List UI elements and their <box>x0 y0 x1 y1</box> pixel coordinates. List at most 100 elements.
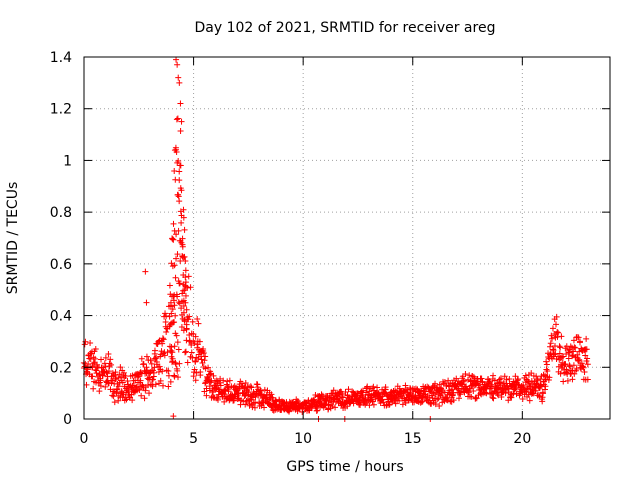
data-point <box>180 287 187 294</box>
data-point <box>547 340 554 347</box>
data-point <box>520 382 527 389</box>
data-point <box>172 361 179 368</box>
data-point <box>193 369 200 376</box>
axis-ticks: 0 0.2 0.4 0.6 0.8 1 1.2 1.4 0 5 10 15 20 <box>50 50 610 447</box>
data-point <box>147 357 154 364</box>
data-point <box>168 260 175 267</box>
data-point <box>550 347 557 354</box>
data-point <box>140 360 147 367</box>
data-point <box>202 380 209 387</box>
data-point <box>117 364 124 371</box>
data-point <box>149 376 156 383</box>
data-point <box>329 403 336 410</box>
data-point <box>180 206 187 213</box>
data-point <box>569 353 576 360</box>
data-point <box>115 374 122 381</box>
data-point <box>396 397 403 404</box>
data-point <box>565 355 572 362</box>
data-point <box>194 315 201 322</box>
data-point <box>174 251 181 258</box>
data-point <box>166 282 173 289</box>
data-point <box>173 56 180 63</box>
data-point <box>563 350 570 357</box>
data-point <box>339 390 346 397</box>
data-point <box>175 299 182 306</box>
data-point <box>169 306 176 313</box>
data-point <box>188 349 195 356</box>
data-point <box>210 372 217 379</box>
data-point <box>168 310 175 317</box>
data-point <box>174 339 181 346</box>
data-point <box>370 401 377 408</box>
data-point <box>562 361 569 368</box>
data-point <box>192 333 199 340</box>
data-point <box>366 388 373 395</box>
data-point <box>491 377 498 384</box>
data-point <box>105 368 112 375</box>
data-point <box>580 364 587 371</box>
data-point <box>489 381 496 388</box>
data-point <box>163 329 170 336</box>
data-point <box>575 357 582 364</box>
data-point <box>183 321 190 328</box>
data-point <box>584 361 591 368</box>
data-point <box>345 386 352 393</box>
data-point <box>579 363 586 370</box>
data-point <box>92 345 99 352</box>
data-point <box>170 297 177 304</box>
y-tick-label: 0.8 <box>50 205 72 221</box>
data-point <box>468 393 475 400</box>
y-tick-label: 0.2 <box>50 360 72 376</box>
data-point <box>178 323 185 330</box>
data-point <box>462 370 469 377</box>
data-point <box>176 177 183 184</box>
data-point <box>412 393 419 400</box>
data-point <box>583 335 590 342</box>
data-point <box>566 349 573 356</box>
data-point <box>261 386 268 393</box>
data-point <box>563 366 570 373</box>
data-point <box>182 274 189 281</box>
data-point <box>144 367 151 374</box>
data-point <box>386 402 393 409</box>
data-point <box>182 299 189 306</box>
data-point <box>208 370 215 377</box>
data-point <box>179 235 186 242</box>
data-point <box>159 368 166 375</box>
data-point <box>222 387 229 394</box>
data-point <box>195 355 202 362</box>
data-point <box>155 338 162 345</box>
data-point <box>567 343 574 350</box>
data-point <box>170 220 177 227</box>
x-tick-label: 15 <box>404 431 422 447</box>
data-point <box>161 352 168 359</box>
data-point <box>197 368 204 375</box>
x-axis-label: GPS time / hours <box>286 459 403 475</box>
x-tick-label: 20 <box>513 431 531 447</box>
data-point <box>513 391 520 398</box>
data-point <box>198 356 205 363</box>
data-point <box>314 407 321 414</box>
data-point <box>362 394 369 401</box>
data-point <box>444 397 451 404</box>
data-point <box>201 357 208 364</box>
data-point <box>171 147 178 154</box>
data-point <box>169 235 176 242</box>
data-point <box>85 360 92 367</box>
data-point <box>525 378 532 385</box>
data-point <box>465 389 472 396</box>
data-point <box>268 391 275 398</box>
data-point <box>102 354 109 361</box>
data-point <box>173 255 180 262</box>
data-point <box>247 383 254 390</box>
data-point <box>528 377 535 384</box>
data-point <box>526 397 533 404</box>
data-point <box>370 383 377 390</box>
data-point <box>115 397 122 404</box>
data-point <box>286 408 293 415</box>
data-point <box>557 370 564 377</box>
data-point <box>172 274 179 281</box>
y-tick-label: 1.4 <box>50 50 72 66</box>
data-point <box>548 335 555 342</box>
data-point <box>97 383 104 390</box>
